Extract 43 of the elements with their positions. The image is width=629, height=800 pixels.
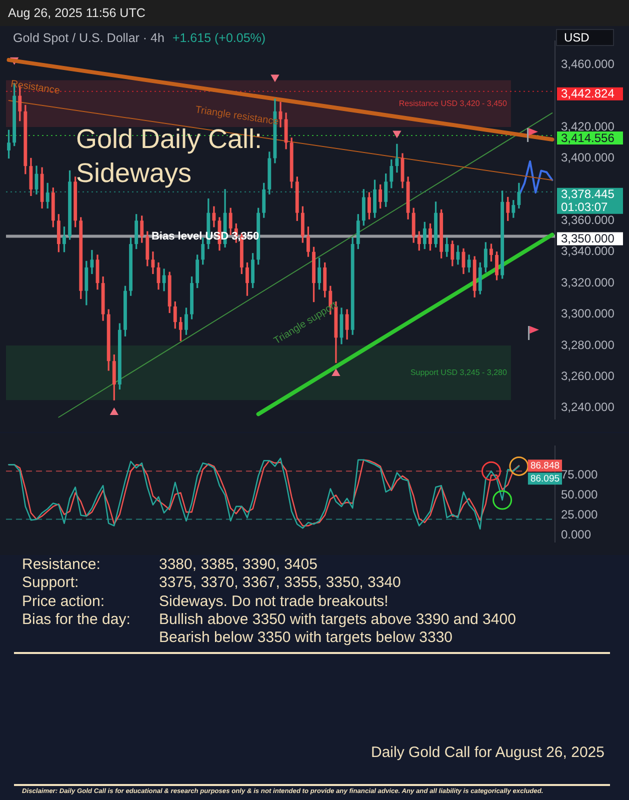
- point: [110, 408, 118, 416]
- text: Resistance: [10, 78, 61, 97]
- point: [392, 130, 402, 138]
- text: Bearish below 3350 with targets below 3330: [159, 629, 453, 648]
- annotation: +1.615 (+0.05%): [172, 31, 266, 45]
- y-tick-label: 75.000: [561, 467, 598, 482]
- text: 3380, 3385, 3390, 3405: [159, 556, 318, 574]
- y-tick-label: 3,340.000: [561, 244, 615, 258]
- text: Triangle resistance: [194, 104, 280, 128]
- y-tick-label: 3,280.000: [561, 338, 615, 352]
- ref-line-label: 3,378.445: [561, 187, 615, 202]
- text: Bias for the day:: [22, 611, 130, 630]
- data-label: 86.095: [530, 474, 560, 485]
- y-tick-label: 3,400.000: [561, 150, 615, 165]
- y-tick-label: 3,260.000: [561, 368, 615, 383]
- y-tick-label: 3,320.000: [561, 275, 615, 290]
- y-tick-label: 3,360.000: [561, 212, 615, 227]
- chart-subtitle: Gold Spot / U.S. Dollar · 4h: [13, 31, 164, 45]
- y-tick-label: 3,420.000: [561, 119, 615, 134]
- point: [270, 74, 280, 82]
- text: Sideways. Do not trade breakouts!: [159, 593, 388, 611]
- text: Support:: [22, 574, 79, 592]
- text: Resistance:: [22, 556, 100, 574]
- band-label: Resistance USD 3,420 - 3,450: [398, 98, 508, 108]
- y-tick-label: 3,460.000: [561, 56, 615, 71]
- text: Price action:: [22, 593, 105, 611]
- y-tick-label: 3,300.000: [561, 306, 615, 321]
- y-axis-title: USD: [564, 30, 590, 44]
- point: [332, 368, 340, 376]
- text: 01:03:07: [561, 200, 608, 214]
- y-tick-label: 50.000: [561, 488, 598, 502]
- ref-line-label: 3,442.824: [561, 86, 615, 101]
- y-tick-label: 3,240.000: [561, 400, 615, 414]
- ref-line-label: 3,350.000: [561, 232, 615, 246]
- data-label: 86.848: [530, 460, 560, 472]
- y-tick-label: 25.000: [561, 508, 598, 522]
- text: Bullish above 3350 with targets above 3390 and 3400: [159, 611, 516, 630]
- y-tick-label: 0.000: [561, 528, 592, 542]
- text: 3375, 3370, 3367, 3355, 3350, 3340: [159, 574, 401, 592]
- text: Daily Gold Call for August 26, 2025: [371, 744, 604, 762]
- text: Aug 26, 2025 11:56 UTC: [8, 6, 146, 20]
- ref-line-label: 3,414.556: [561, 130, 615, 145]
- band-label: Support USD 3,245 - 3,280: [410, 368, 508, 377]
